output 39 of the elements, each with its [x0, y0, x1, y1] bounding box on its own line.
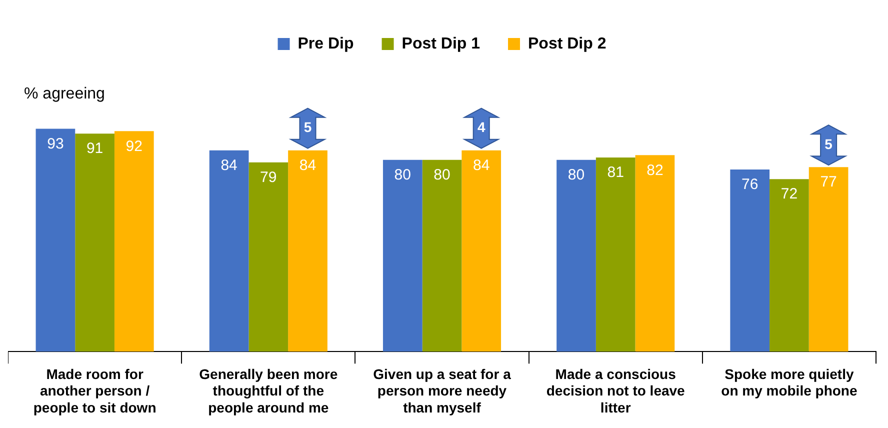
bar [382, 160, 422, 352]
x-tick-label: Given up a seat for a person more needy than myself [373, 366, 512, 416]
bar [209, 150, 249, 352]
data-label: 80 [434, 166, 450, 184]
data-label: 84 [299, 156, 316, 174]
data-label: 84 [220, 156, 238, 174]
bar [248, 162, 288, 352]
data-label: 77 [820, 174, 837, 191]
bar [770, 179, 809, 352]
data-label: 79 [260, 168, 277, 186]
annotation: 5 [824, 136, 833, 152]
bar [75, 134, 114, 352]
bar [596, 158, 636, 352]
x-tick-label: Generally been more thoughtful of the people around me [199, 366, 338, 416]
bar [422, 160, 462, 352]
data-label: 76 [742, 176, 758, 194]
bar [635, 155, 675, 352]
data-label: 80 [394, 166, 411, 184]
bar [556, 160, 596, 352]
y-axis-title: % agreeing [24, 85, 105, 102]
bar [36, 128, 76, 352]
data-label: 91 [86, 140, 104, 158]
data-label: 92 [126, 138, 142, 155]
legend-label: Post Dip 1 [402, 35, 480, 52]
bar [114, 131, 154, 352]
legend-label: Post Dip 2 [528, 35, 606, 52]
x-tick-label: Made room for another person / people to sit down [33, 366, 156, 416]
data-label: 80 [568, 166, 585, 184]
data-label: 82 [646, 162, 664, 179]
annotation: 4 [477, 119, 486, 136]
data-label: 72 [780, 186, 798, 203]
legend-label: Pre Dip [298, 35, 354, 52]
bar [730, 170, 770, 352]
x-tick-label: Spoke more quietly on my mobile phone [721, 366, 858, 399]
data-label: 81 [607, 164, 624, 182]
data-label: 93 [47, 135, 64, 152]
data-label: 84 [473, 156, 490, 174]
annotation: 5 [304, 119, 312, 136]
x-tick-label: Made a conscious decision not to leave litter [546, 366, 686, 416]
